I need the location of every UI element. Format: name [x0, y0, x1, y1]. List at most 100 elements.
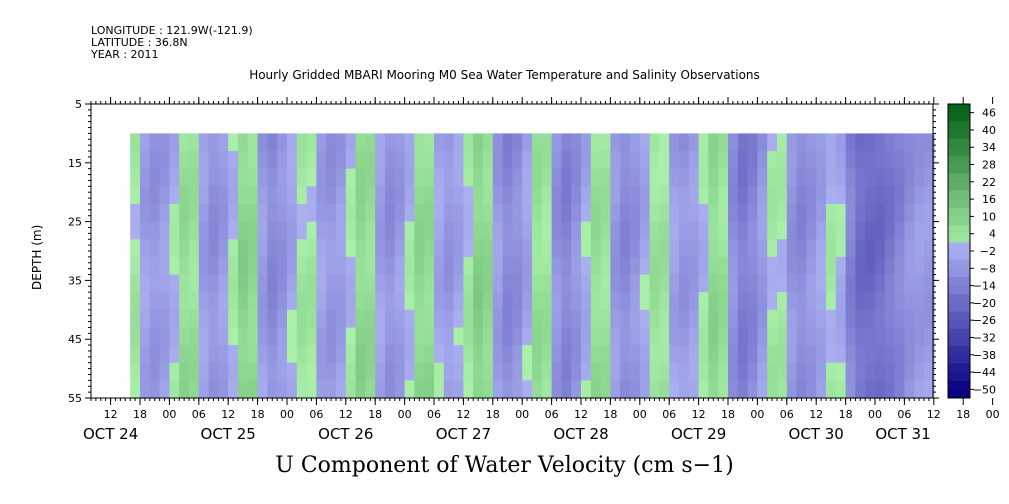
heatmap-cell: [590, 221, 602, 240]
heatmap-cell: [179, 203, 190, 223]
heatmap-cell: [463, 133, 474, 152]
heatmap-cell: [551, 309, 562, 329]
heatmap-cell: [453, 168, 464, 187]
heatmap-cell: [924, 256, 935, 276]
heatmap-cell: [600, 203, 611, 223]
heatmap-cell: [130, 256, 141, 276]
heatmap-cell: [551, 380, 562, 399]
heatmap-cell: [875, 256, 886, 276]
heatmap-cell: [639, 221, 651, 240]
heatmap-cell: [414, 309, 425, 329]
heatmap-cell: [189, 327, 200, 346]
heatmap-cell: [355, 151, 366, 170]
heatmap-cell: [238, 203, 249, 223]
heatmap-cell: [659, 327, 670, 346]
heatmap-cell: [169, 345, 180, 364]
heatmap-cell: [894, 168, 905, 187]
heatmap-cell: [679, 327, 690, 346]
heatmap-cell: [855, 133, 866, 152]
heatmap-cell: [228, 239, 239, 258]
heatmap-cell: [561, 380, 572, 399]
heatmap-cell: [914, 221, 925, 240]
heatmap-cell: [257, 309, 268, 329]
heatmap-cell: [551, 151, 562, 170]
heatmap-cell: [904, 292, 915, 311]
heatmap-cell: [767, 362, 778, 381]
heatmap-cell: [492, 168, 504, 187]
heatmap-cell: [826, 221, 837, 240]
heatmap-cell: [326, 239, 337, 258]
heatmap-cell: [277, 186, 288, 205]
heatmap-cell: [551, 274, 562, 293]
heatmap-cell: [679, 221, 690, 240]
heatmap-cell: [306, 239, 317, 258]
heatmap-cell: [355, 168, 366, 187]
heatmap-cell: [826, 186, 837, 205]
heatmap-cell: [669, 151, 680, 170]
heatmap-cell: [345, 274, 357, 293]
heatmap-cell: [600, 133, 611, 152]
heatmap-cell: [336, 186, 347, 205]
heatmap-cell: [228, 151, 239, 170]
heatmap-cell: [316, 292, 327, 311]
heatmap-cell: [590, 309, 602, 329]
heatmap-cell: [855, 345, 866, 364]
heatmap-cell: [777, 256, 788, 276]
heatmap-cell: [541, 168, 553, 187]
heatmap-cell: [247, 133, 259, 152]
heatmap-cell: [316, 274, 327, 293]
heatmap-cell: [385, 133, 396, 152]
heatmap-cell: [649, 327, 660, 346]
heatmap-cell: [924, 274, 935, 293]
heatmap-cell: [306, 327, 317, 346]
x-tick-label: 18: [956, 408, 970, 421]
heatmap-cell: [149, 221, 161, 240]
heatmap-cell: [767, 239, 778, 258]
heatmap-cell: [434, 186, 445, 205]
heatmap-cell: [247, 239, 259, 258]
heatmap-cell: [737, 151, 749, 170]
heatmap-cell: [669, 186, 680, 205]
heatmap-cell: [316, 380, 327, 399]
heatmap-cell: [306, 151, 317, 170]
heatmap-cell: [600, 186, 611, 205]
heatmap-cell: [532, 309, 543, 329]
heatmap-cell: [757, 309, 768, 329]
heatmap-cell: [463, 309, 474, 329]
heatmap-cell: [708, 309, 719, 329]
heatmap-cell: [747, 151, 758, 170]
heatmap-cell: [561, 327, 572, 346]
heatmap-cell: [728, 168, 739, 187]
heatmap-cell: [522, 151, 533, 170]
heatmap-cell: [287, 239, 298, 258]
heatmap-cell: [502, 133, 513, 152]
heatmap-cell: [130, 151, 141, 170]
heatmap-cell: [463, 239, 474, 258]
heatmap-cell: [453, 380, 464, 399]
heatmap-cell: [571, 327, 582, 346]
y-tick-label: 35: [68, 274, 82, 287]
heatmap-cell: [698, 186, 709, 205]
heatmap-cell: [443, 309, 455, 329]
heatmap-cell: [855, 292, 866, 311]
heatmap-cell: [767, 186, 778, 205]
heatmap-cell: [247, 221, 259, 240]
heatmap-cell: [914, 151, 925, 170]
colorbar-segment: [948, 164, 970, 174]
heatmap-cell: [326, 309, 337, 329]
heatmap-cell: [747, 256, 758, 276]
heatmap-cell: [816, 168, 827, 187]
heatmap-cell: [414, 186, 425, 205]
heatmap-cell: [649, 221, 660, 240]
heatmap-cell: [835, 221, 847, 240]
heatmap-cell: [267, 309, 278, 329]
heatmap-cell: [816, 380, 827, 399]
heatmap-cell: [767, 345, 778, 364]
colorbar-segment: [948, 372, 970, 382]
heatmap-cell: [561, 186, 572, 205]
heatmap-cell: [424, 309, 435, 329]
heatmap-cell: [247, 362, 259, 381]
heatmap-cell: [355, 362, 366, 381]
colorbar-segment: [948, 104, 970, 114]
heatmap-cell: [130, 292, 141, 311]
